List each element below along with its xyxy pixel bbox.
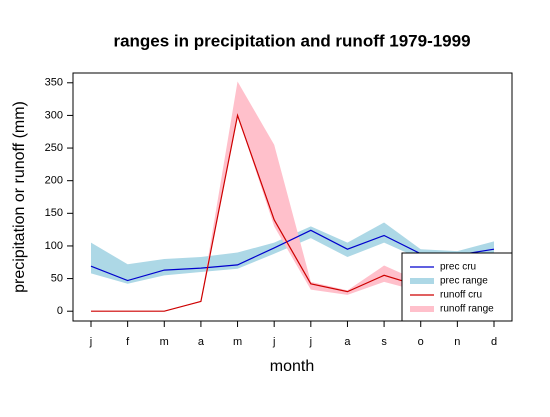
- x-tick-label: a: [344, 336, 351, 348]
- x-tick-label: j: [309, 336, 312, 348]
- legend-label: runoff cru: [440, 290, 482, 301]
- x-tick-label: j: [89, 336, 92, 348]
- x-tick-label: a: [198, 336, 205, 348]
- x-tick-label: d: [491, 336, 497, 348]
- plot-frame: [72, 72, 513, 322]
- y-tick-label: 100: [45, 240, 63, 252]
- legend-label: prec cru: [440, 262, 476, 273]
- y-tick-label: 50: [51, 272, 63, 284]
- y-tick-label: 350: [45, 77, 63, 89]
- x-tick-label: m: [160, 336, 169, 348]
- x-tick-label: s: [381, 336, 387, 348]
- x-tick-label: m: [233, 336, 242, 348]
- y-tick-label: 250: [45, 142, 63, 154]
- y-tick-label: 200: [45, 175, 63, 187]
- legend-label: runoff range: [440, 304, 494, 315]
- y-axis-label: precipitation or runoff (mm): [11, 101, 28, 293]
- x-axis-label: month: [270, 358, 314, 375]
- x-tick-label: f: [126, 336, 130, 348]
- y-tick-label: 0: [57, 305, 63, 317]
- y-tick-label: 300: [45, 109, 63, 121]
- chart-title: ranges in precipitation and runoff 1979-…: [113, 31, 470, 50]
- x-tick-label: n: [454, 336, 460, 348]
- x-tick-label: o: [418, 336, 424, 348]
- legend-label: prec range: [440, 276, 488, 287]
- y-tick-label: 150: [45, 207, 63, 219]
- x-tick-label: j: [272, 336, 275, 348]
